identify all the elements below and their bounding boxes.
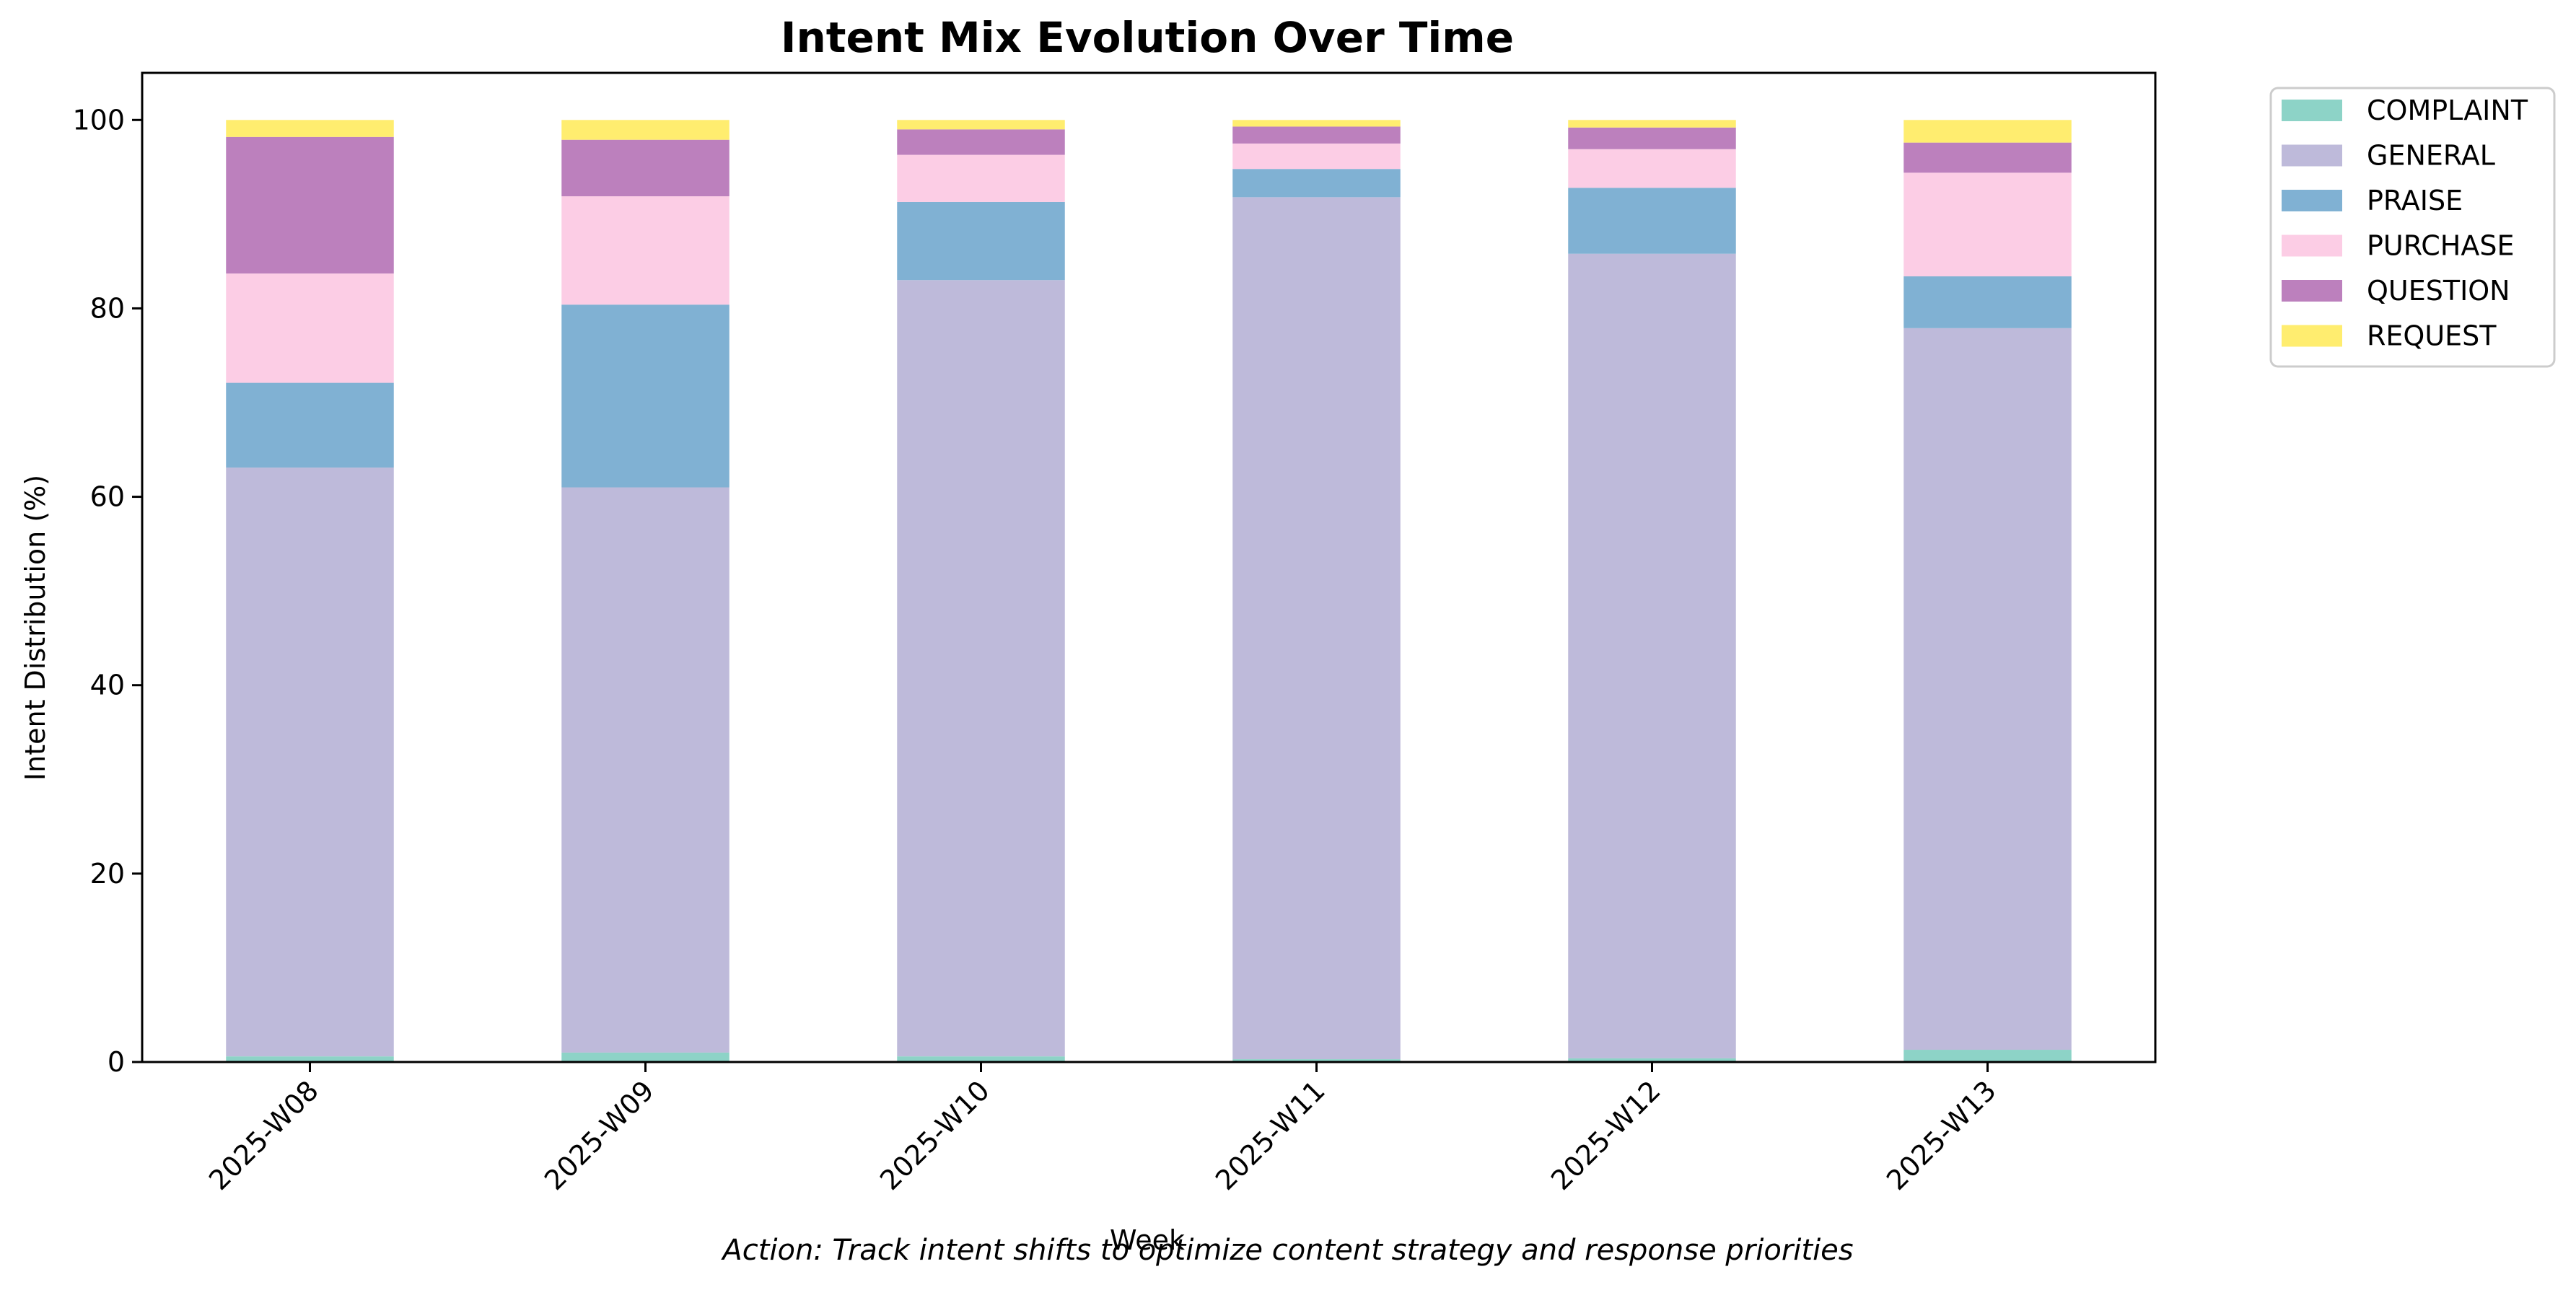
- bar-stack-2025-W10: [897, 120, 1065, 1062]
- y-tick-label: 100: [72, 104, 125, 136]
- legend-label-question: QUESTION: [2367, 275, 2510, 307]
- x-tick-label: 2025-W08: [203, 1074, 325, 1196]
- bar-general-2025-W12: [1568, 253, 1736, 1058]
- legend-swatch-praise: [2282, 190, 2342, 211]
- legend-swatch-purchase: [2282, 234, 2342, 257]
- y-tick-label: 60: [90, 481, 125, 513]
- bar-stack-2025-W13: [1903, 120, 2072, 1062]
- bar-request-2025-W12: [1568, 120, 1736, 128]
- x-tick-label: 2025-W10: [874, 1074, 996, 1196]
- legend-label-purchase: PURCHASE: [2367, 230, 2514, 262]
- bar-purchase-2025-W08: [226, 273, 394, 383]
- y-axis-label: Intent Distribution (%): [19, 475, 51, 781]
- legend-label-request: REQUEST: [2367, 320, 2497, 352]
- legend-swatch-question: [2282, 280, 2342, 302]
- bar-general-2025-W11: [1232, 197, 1401, 1060]
- bar-complaint-2025-W11: [1232, 1059, 1401, 1062]
- legend: COMPLAINT GENERAL PRAISE PURCHASE QUESTION RE…: [2269, 87, 2556, 368]
- bar-general-2025-W13: [1903, 328, 2072, 1050]
- bar-stack-2025-W09: [561, 120, 730, 1062]
- bar-general-2025-W09: [561, 487, 730, 1053]
- bar-praise-2025-W10: [897, 201, 1065, 281]
- bar-complaint-2025-W13: [1903, 1050, 2072, 1062]
- bar-question-2025-W08: [226, 136, 394, 274]
- bar-purchase-2025-W13: [1903, 172, 2072, 277]
- bar-complaint-2025-W09: [561, 1052, 730, 1062]
- bar-question-2025-W13: [1903, 142, 2072, 173]
- bar-question-2025-W12: [1568, 127, 1736, 149]
- bar-stack-2025-W08: [226, 120, 394, 1062]
- bar-purchase-2025-W10: [897, 154, 1065, 202]
- bar-praise-2025-W11: [1232, 169, 1401, 198]
- legend-label-complaint: COMPLAINT: [2367, 95, 2528, 126]
- bar-complaint-2025-W08: [226, 1056, 394, 1062]
- bar-praise-2025-W12: [1568, 188, 1736, 254]
- x-axis: 2025-W08 2025-W09 2025-W10 2025-W11 2025-W12…: [203, 1062, 2002, 1196]
- legend-label-general: GENERAL: [2367, 140, 2495, 172]
- bar-request-2025-W13: [1903, 120, 2072, 143]
- bar-complaint-2025-W12: [1568, 1058, 1736, 1062]
- bar-complaint-2025-W10: [897, 1056, 1065, 1062]
- chart-title: Intent Mix Evolution Over Time: [781, 13, 1514, 62]
- bar-praise-2025-W13: [1903, 276, 2072, 328]
- bar-request-2025-W09: [561, 120, 730, 140]
- x-tick-label: 2025-W09: [538, 1074, 660, 1196]
- legend-swatch-request: [2282, 325, 2342, 347]
- bar-request-2025-W11: [1232, 120, 1401, 127]
- bar-question-2025-W09: [561, 139, 730, 197]
- x-tick-label: 2025-W11: [1209, 1074, 1331, 1196]
- bar-purchase-2025-W12: [1568, 149, 1736, 188]
- x-tick-label: 2025-W13: [1880, 1074, 2002, 1196]
- bar-question-2025-W10: [897, 129, 1065, 155]
- legend-label-praise: PRAISE: [2367, 185, 2463, 216]
- bar-praise-2025-W08: [226, 382, 394, 468]
- chart-caption: Action: Track intent shifts to optimize …: [720, 1234, 1853, 1267]
- bar-praise-2025-W09: [561, 304, 730, 488]
- bar-purchase-2025-W09: [561, 196, 730, 305]
- bar-stacks: [226, 120, 2072, 1062]
- bar-purchase-2025-W11: [1232, 143, 1401, 170]
- bar-stack-2025-W11: [1232, 120, 1401, 1062]
- bar-stack-2025-W12: [1568, 120, 1736, 1062]
- legend-swatch-complaint: [2282, 100, 2342, 121]
- y-tick-label: 20: [90, 858, 125, 890]
- x-axis-label: Week: [1110, 1224, 1185, 1256]
- bar-general-2025-W10: [897, 280, 1065, 1057]
- bar-request-2025-W08: [226, 120, 394, 137]
- bar-question-2025-W11: [1232, 126, 1401, 144]
- x-tick-label: 2025-W12: [1545, 1074, 1667, 1196]
- bar-general-2025-W08: [226, 468, 394, 1057]
- y-tick-label: 0: [108, 1046, 125, 1078]
- y-tick-label: 40: [90, 670, 125, 701]
- legend-swatch-general: [2282, 144, 2342, 167]
- plot-frame: [141, 71, 2157, 1063]
- y-tick-label: 80: [90, 292, 125, 324]
- y-axis: 0 20 40 60 80 100: [72, 104, 142, 1078]
- bar-request-2025-W10: [897, 120, 1065, 130]
